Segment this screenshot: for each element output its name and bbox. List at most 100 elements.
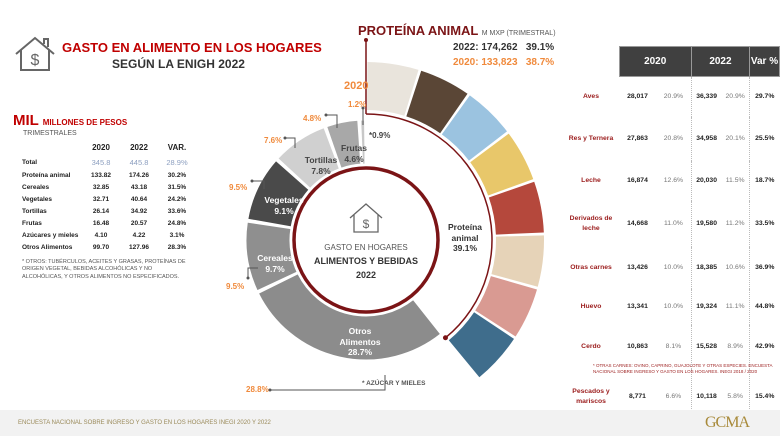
- center-line2: ALIMENTOS Y BEBIDAS: [313, 256, 419, 266]
- slice-label-otros: Otros Alimentos 28.7%: [330, 326, 390, 358]
- cell-v2020: 26.14: [92, 207, 110, 215]
- slice-value: 28.7%: [347, 347, 373, 358]
- table-row: Otras carnes 13,426 10.0% 18,385 10.6% 36.9%: [563, 246, 780, 289]
- slice-value: 4.6%: [344, 153, 364, 164]
- table-row: Cerdo 10,863 8.1% 15,528 8.9% 42.9%: [563, 324, 780, 369]
- slice-label-protein: Proteína animal 39.1%: [440, 222, 490, 254]
- cell-var: 18.7%: [749, 160, 780, 201]
- protein-table: 2020 2022 Var % Aves 28,017 20.9% 36,339 20.…: [563, 46, 780, 425]
- cell-v2020: 99.70: [92, 243, 110, 251]
- slice-value: 39.1%: [452, 243, 478, 254]
- leader-line: [270, 375, 386, 391]
- cell-var: 36.9%: [749, 246, 780, 289]
- table-row: Vegetales 32.71 40.64 24.2%: [22, 193, 196, 205]
- slice-label-frutas: Frutas 4.6%: [336, 143, 372, 164]
- photo-wedge: [448, 312, 515, 378]
- photo-wedge: [475, 276, 537, 337]
- protein-title-text: PROTEÍNA ANIMAL: [358, 23, 479, 38]
- table-row: Tortillas 26.14 34.92 33.6%: [22, 205, 196, 217]
- spending-table: 2020 2022 VAR. Total 345.8 445.8 28.9% Prote…: [22, 143, 196, 253]
- cell-var: 33.5%: [749, 200, 780, 247]
- page-subtitle: SEGÚN LA ENIGH 2022: [112, 57, 245, 71]
- slice-name: Frutas: [341, 143, 367, 153]
- dollar-sign: $: [363, 217, 370, 231]
- cell-var: 30.2%: [167, 171, 187, 179]
- cell-label: Total: [22, 159, 38, 166]
- slice-name: Otros Alimentos: [339, 326, 381, 347]
- slice-label-azucar: *0.9%: [369, 131, 391, 140]
- pointer-dot: [364, 38, 368, 42]
- cell-p2020: 20.8%: [663, 135, 684, 142]
- leader-dot: [361, 106, 365, 110]
- slice-name: Tortillas: [304, 155, 338, 165]
- col-header: 2022: [130, 143, 148, 152]
- col-header: 2020: [92, 143, 110, 152]
- cell-v2022: 4.22: [132, 231, 146, 239]
- donut-slice: [247, 159, 310, 228]
- photo-wedge: [441, 95, 507, 161]
- cell-label: Derivados de leche: [569, 214, 613, 232]
- cell-label: Cerdo: [581, 342, 601, 350]
- cell-v2020: 133.82: [91, 171, 111, 179]
- photo-wedge: [367, 62, 419, 116]
- slice-value: 9.7%: [265, 263, 285, 274]
- protein-footnote: * OTRAS CARNES: OVINO, CAPRINO, GUAJOLOT…: [593, 363, 773, 375]
- cell-var: 33.6%: [167, 207, 187, 215]
- cell-var: 28.3%: [167, 243, 187, 251]
- protein-title: PROTEÍNA ANIMAL M MXP (TRIMESTRAL): [358, 23, 556, 38]
- cell-label: Proteína animal: [22, 171, 71, 179]
- cell-label: Otras carnes: [570, 263, 612, 271]
- cell-p2020: 6.6%: [665, 393, 682, 400]
- table-row: Total 345.8 445.8 28.9%: [22, 156, 196, 169]
- cell-var: 44.8%: [749, 288, 780, 325]
- cell-v2022: 40.64: [130, 195, 148, 203]
- col-header: Var %: [749, 46, 780, 77]
- cell-v2022: 15,528: [690, 324, 722, 369]
- photo-wedge: [406, 70, 468, 134]
- donut-slice: [360, 119, 366, 165]
- col-header: 2022: [690, 46, 751, 77]
- cell-p2022: 5.8%: [727, 393, 743, 400]
- year-2020-label: 2020: [344, 80, 369, 92]
- leader-line: [252, 180, 265, 189]
- cell-p2020: 11.0%: [664, 220, 683, 227]
- cell-var: 29.7%: [749, 76, 780, 117]
- cell-label: Pescados y mariscos: [572, 387, 610, 405]
- cell-label: Huevo: [580, 302, 602, 310]
- cell-v2020: 32.85: [92, 183, 110, 191]
- cell-var: 24.2%: [167, 195, 187, 203]
- cell-v2022: 43.18: [130, 183, 148, 191]
- cell-v2020: 14,668: [627, 220, 648, 227]
- cell-v2022: 19,324: [690, 288, 722, 325]
- cell-var: 28.9%: [166, 158, 188, 167]
- donut-slice: [366, 116, 490, 336]
- leader-dot: [250, 179, 254, 183]
- table-row: Aves 28,017 20.9% 36,339 20.9% 29.7%: [563, 76, 780, 117]
- table-row: Frutas 16.48 20.57 24.8%: [22, 217, 196, 229]
- house-dollar-icon: $: [15, 36, 55, 71]
- cell-v2022: 445.8: [129, 158, 149, 167]
- cell-p2022: 11.2%: [725, 220, 745, 227]
- center-line3: 2022: [355, 270, 377, 280]
- cell-p2020: 10.0%: [663, 303, 684, 310]
- cell-v2020: 8,771: [628, 393, 646, 400]
- cell-v2020: 16,874: [627, 177, 648, 184]
- cell-label: Otros Alimentos: [22, 243, 73, 251]
- table-row: Huevo 13,341 10.0% 19,324 11.1% 44.8%: [563, 288, 780, 325]
- photo-wedge: [470, 133, 534, 196]
- cell-v2020: 28,017: [627, 93, 648, 101]
- cell-v2022: 127.96: [129, 243, 149, 251]
- pct2020-azucar: 1.2%: [348, 100, 367, 109]
- cell-p2022: 10.6%: [725, 264, 745, 271]
- cell-var: 31.5%: [167, 183, 187, 191]
- protein-arc: [365, 113, 493, 339]
- center-ring: [292, 166, 440, 314]
- cell-v2022: 19,580: [690, 200, 722, 247]
- cell-v2022: 18,385: [690, 246, 722, 289]
- pct2020-vegetales: 9.5%: [229, 183, 248, 192]
- leader-dot: [268, 388, 272, 392]
- cell-var: 3.1%: [169, 231, 185, 239]
- slice-label-tortillas: Tortillas 7.8%: [296, 155, 346, 176]
- cell-p2022: 20.9%: [725, 93, 745, 101]
